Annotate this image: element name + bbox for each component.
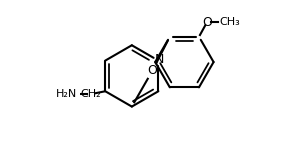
Text: CH₃: CH₃ bbox=[219, 17, 240, 27]
Text: O: O bbox=[202, 16, 212, 29]
Text: O: O bbox=[147, 64, 157, 77]
Text: CH₂: CH₂ bbox=[80, 89, 101, 99]
Text: H₂N: H₂N bbox=[56, 89, 77, 99]
Text: N: N bbox=[155, 53, 164, 66]
